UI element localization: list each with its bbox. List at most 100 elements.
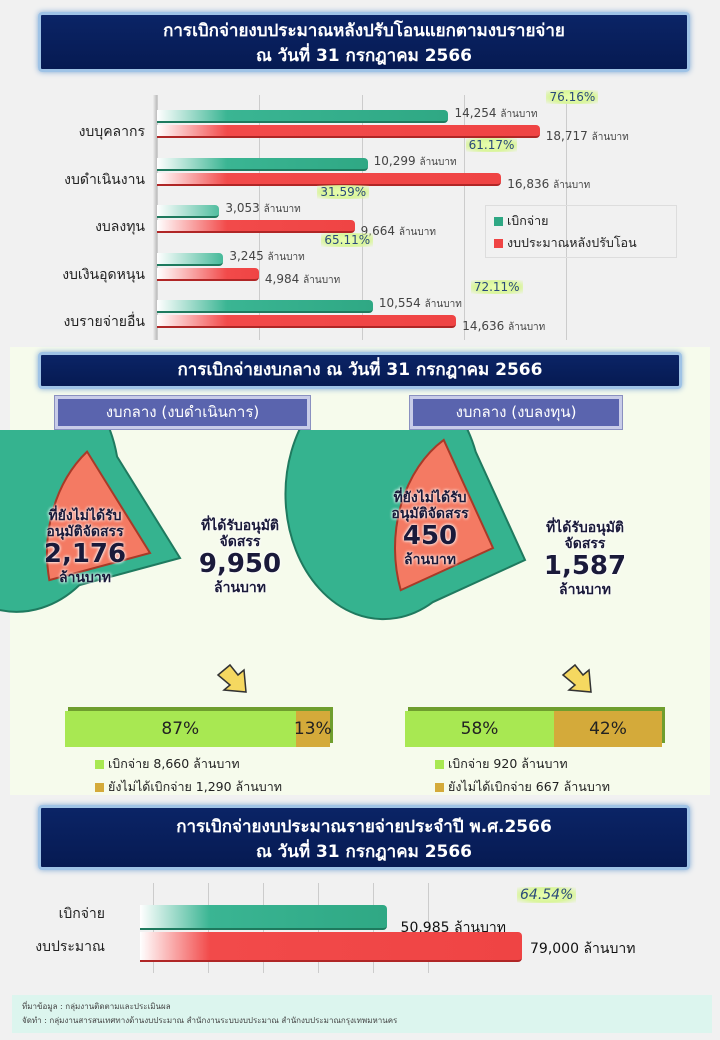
title-3-line1: การเบิกจ่ายงบประมาณรายจ่ายประจำปี พ.ศ.25…	[176, 817, 552, 837]
paid-bar	[157, 300, 373, 313]
budget-bar	[157, 315, 457, 328]
paid-value-label: 14,254 ล้านบาท	[454, 106, 537, 122]
value: 14,636	[462, 319, 505, 333]
category-label: งบรายจ่ายอื่น	[63, 314, 145, 330]
value: 3,053	[225, 201, 260, 215]
category-label: งบบุคลากร	[78, 124, 145, 140]
budget-bar	[157, 172, 502, 186]
pending-value: 2,176	[43, 539, 127, 570]
paid-bar	[157, 110, 449, 123]
value: 3,245	[229, 248, 264, 263]
unit: ล้านบาท	[419, 156, 457, 168]
unit: ล้านบาท	[583, 941, 636, 957]
category-label: งบลงทุน	[95, 219, 145, 235]
legend-label: ยังไม่ได้เบิกจ่าย 1,290 ล้านบาท	[108, 779, 282, 794]
legend-swatch	[494, 239, 503, 248]
percent-label: 65.11%	[321, 232, 374, 247]
category-label: เบิกจ่าย	[58, 906, 105, 922]
percent-label: 31.59%	[317, 185, 370, 199]
paid-bar	[157, 205, 220, 218]
pending-text-2: อนุมัติจัดสรร	[391, 506, 469, 523]
budget-bar	[157, 125, 540, 138]
annual-budget-bar-chart: เบิกจ่าย 50,985 ล้านบาท งบประมาณ 79,000 ล้า…	[0, 875, 720, 990]
legend-label: ยังไม่ได้เบิกจ่าย 667 ล้านบาท	[448, 779, 611, 794]
approved-label: ที่ได้รับอนุมัติ จัดสรร 9,950 ล้านบาท	[185, 518, 295, 596]
pie1-title: งบกลาง (งบดำเนินการ)	[54, 395, 311, 430]
value: 79,000	[530, 941, 579, 957]
value: 18,717	[545, 129, 588, 143]
unit: ล้านบาท	[591, 132, 629, 143]
paid-bar	[140, 905, 387, 930]
progress-legend-item: เบิกจ่าย 920 ล้านบาท	[435, 754, 568, 774]
pending-slice	[46, 450, 152, 582]
pie-charts	[0, 430, 592, 693]
approved-text-2: จัดสรร	[564, 536, 606, 553]
title-1-line2: ณ วันที่ 31 กรกฎาคม 2566	[255, 46, 473, 66]
legend: เบิกจ่ายงบประมาณหลังปรับโอน	[485, 205, 677, 258]
title-1: การเบิกจ่ายงบประมาณหลังปรับโอนแยกตามงบรา…	[38, 12, 690, 72]
unit: ล้านบาท	[263, 204, 301, 215]
arrow-down-icon	[561, 663, 592, 693]
title-3: การเบิกจ่ายงบประมาณรายจ่ายประจำปี พ.ศ.25…	[38, 805, 690, 870]
budget-bar	[157, 267, 259, 281]
approved-unit: ล้านบาท	[214, 580, 266, 597]
title-2: การเบิกจ่ายงบกลาง ณ วันที่ 31 กรกฎาคม 25…	[38, 352, 682, 389]
gridline	[428, 883, 429, 973]
budget-value-label: 16,836 ล้านบาท	[507, 177, 590, 193]
percent-label: 64.54%	[517, 887, 577, 903]
unit: ล้านบาท	[424, 299, 462, 310]
footer: ที่มาข้อมูล : กลุ่มงานติดตามและประเมินผล…	[12, 995, 712, 1033]
paid-value-label: 10,554 ล้านบาท	[379, 296, 462, 312]
title-1-line1: การเบิกจ่ายงบประมาณหลังปรับโอนแยกตามงบรา…	[163, 21, 565, 41]
budget-value-label: 4,984 ล้านบาท	[265, 272, 340, 288]
value: 16,836	[507, 176, 550, 191]
unit: ล้านบาท	[267, 251, 305, 263]
expense-type-bar-chart: งบบุคลากร 14,254 ล้านบาท 18,717 ล้านบาท 76.…	[0, 90, 720, 340]
paid-portion: 87%	[65, 711, 296, 747]
progress-legend-item: ยังไม่ได้เบิกจ่าย 1,290 ล้านบาท	[95, 777, 282, 797]
legend-label: เบิกจ่าย 920 ล้านบาท	[448, 756, 568, 771]
legend-item: งบประมาณหลังปรับโอน	[494, 232, 668, 254]
legend-label: งบประมาณหลังปรับโอน	[507, 235, 637, 250]
approved-value: 9,950	[198, 549, 282, 580]
unpaid-portion: 42%	[554, 711, 662, 747]
paid-value-label: 3,245 ล้านบาท	[229, 249, 304, 265]
progress-legend-item: ยังไม่ได้เบิกจ่าย 667 ล้านบาท	[435, 777, 610, 797]
legend-item: เบิกจ่าย	[494, 210, 668, 232]
disbursement-progress-bar: 87% 13%	[65, 711, 332, 747]
approved-text-1: ที่ได้รับอนุมัติ	[545, 520, 625, 536]
pie2-title: งบกลาง (งบลงทุน)	[409, 395, 623, 430]
paid-portion: 58%	[405, 711, 555, 747]
unit: ล้านบาท	[500, 109, 538, 120]
value: 4,984	[264, 271, 300, 286]
value-label: 79,000 ล้านบาท	[530, 938, 635, 960]
legend-swatch	[435, 760, 444, 769]
legend-swatch	[435, 783, 444, 792]
value: 10,554	[378, 296, 421, 310]
disbursement-progress-bar: 58% 42%	[405, 711, 662, 747]
gridline	[259, 95, 261, 340]
pending-label: ที่ยังไม่ได้รับ อนุมัติจัดสรร 450 ล้านบาท	[375, 490, 485, 568]
unit: ล้านบาท	[398, 227, 436, 238]
unit: ล้านบาท	[303, 274, 341, 286]
pending-label: ที่ยังไม่ได้รับ อนุมัติจัดสรร 2,176 ล้านบาท	[30, 508, 140, 586]
paid-value-label: 3,053 ล้านบาท	[225, 201, 300, 217]
unit: ล้านบาท	[508, 322, 546, 333]
paid-bar	[157, 252, 224, 266]
legend-swatch	[494, 217, 503, 226]
legend-label: เบิกจ่าย 8,660 ล้านบาท	[108, 756, 240, 771]
legend-swatch	[95, 760, 104, 769]
value: 10,299	[373, 153, 416, 168]
approved-text-2: จัดสรร	[219, 534, 261, 551]
pending-slice	[394, 438, 495, 592]
percent-label: 61.17%	[465, 137, 518, 152]
pending-text-1: ที่ยังไม่ได้รับ	[48, 508, 122, 524]
arrow-down-icon	[216, 663, 247, 693]
footer-source: ที่มาข้อมูล : กลุ่มงานติดตามและประเมินผล	[22, 1002, 171, 1011]
pending-unit: ล้านบาท	[404, 552, 456, 569]
approved-text-1: ที่ได้รับอนุมัติ	[200, 518, 280, 534]
category-label: งบเงินอุดหนุน	[62, 266, 145, 283]
title-3-line2: ณ วันที่ 31 กรกฎาคม 2566	[255, 842, 473, 862]
budget-bar	[157, 220, 355, 233]
category-label: งบประมาณ	[35, 939, 105, 955]
